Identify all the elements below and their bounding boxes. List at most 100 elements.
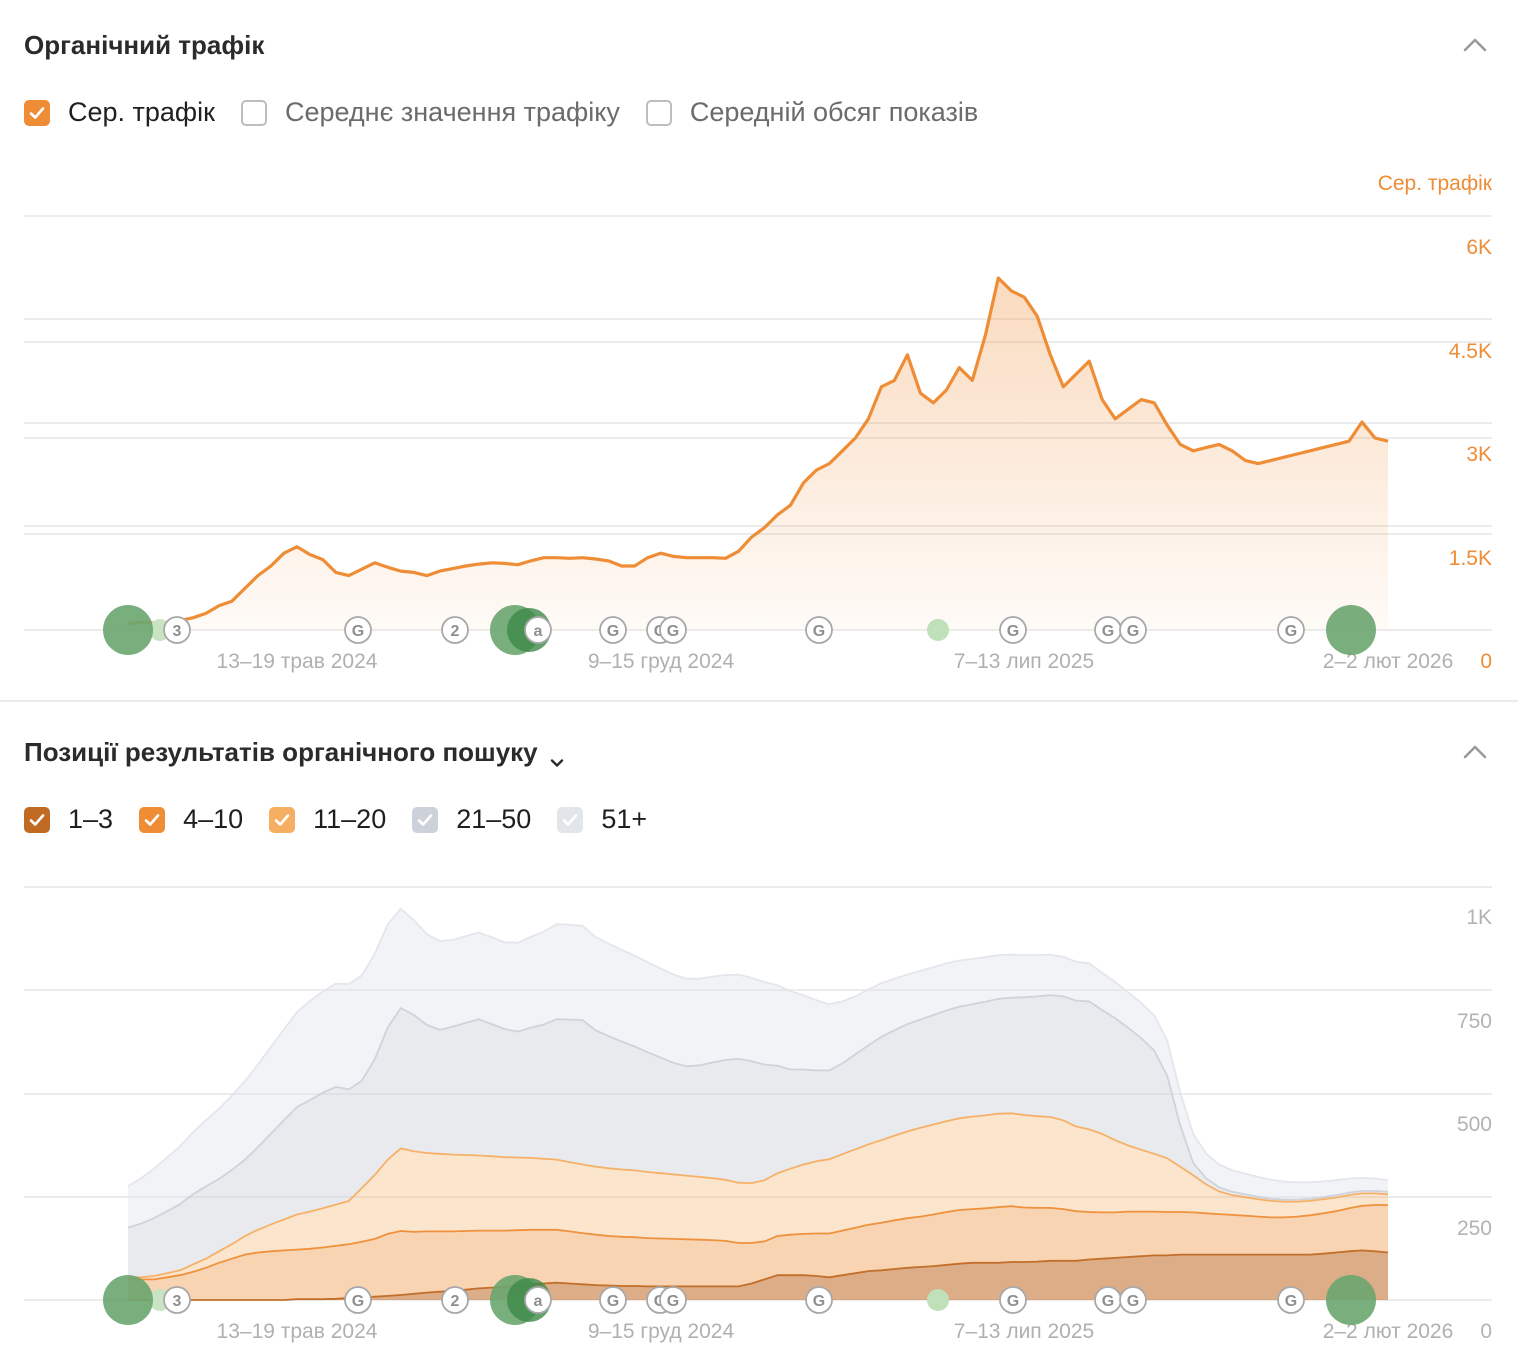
marker-label: G [667, 1293, 679, 1310]
x-tick-label: 7–13 лип 2025 [954, 650, 1094, 673]
x-tick-label: 2–2 лют 2026 [1323, 650, 1454, 673]
toggle-pos-4-10[interactable]: 4–10 [139, 804, 243, 835]
x-tick-label: 9–15 груд 2024 [588, 650, 735, 673]
annotation-cluster-icon[interactable] [103, 1275, 153, 1325]
annotation-marker-icon[interactable]: a [524, 616, 552, 644]
annotation-marker-icon[interactable]: 3 [163, 1286, 191, 1314]
toggle-pos-21-50[interactable]: 21–50 [412, 804, 531, 835]
traffic-chart: 0 1.5K 3K 4.5K 6K Сер. трафік 13–19 трав 2024 9… [24, 172, 1493, 673]
marker-label: 3 [173, 623, 182, 640]
positions-line-4–10 [128, 1204, 1388, 1281]
checkbox-checked-icon[interactable] [24, 806, 50, 833]
marker-label: G [1285, 623, 1297, 640]
toggle-pos-1-3[interactable]: 1–3 [24, 804, 113, 835]
marker-label: G [1102, 1293, 1114, 1310]
marker-label: G [813, 623, 825, 640]
x-tick-label: 7–13 лип 2025 [954, 1320, 1094, 1343]
toggle-label: 1–3 [68, 804, 114, 834]
marker-circle [1277, 616, 1305, 644]
toggle-pos-51-plus[interactable]: 51+ [557, 804, 647, 835]
marker-label: a [534, 623, 543, 640]
annotation-marker-icon[interactable]: G [805, 616, 833, 644]
marker-label: G [1127, 1293, 1139, 1310]
traffic-collapse-button[interactable] [1460, 30, 1490, 60]
positions-collapse-button[interactable] [1460, 737, 1490, 767]
annotation-marker-icon[interactable]: G [1119, 1286, 1147, 1314]
checkbox-checked-icon[interactable] [269, 806, 296, 833]
annotation-marker-icon[interactable]: G [659, 1286, 687, 1314]
annotation-marker-icon[interactable]: G [599, 616, 627, 644]
checkbox-checked-icon[interactable] [412, 806, 439, 833]
checkbox-unchecked-icon[interactable] [645, 99, 672, 126]
y-tick-label: 6K [1466, 236, 1492, 259]
marker-label: G [1007, 623, 1019, 640]
annotation-marker-icon[interactable]: G [1094, 616, 1122, 644]
traffic-area [128, 278, 1388, 630]
marker-circle [1119, 616, 1147, 644]
annotation-marker-icon[interactable]: G [999, 1286, 1027, 1314]
checkbox-checked-icon[interactable] [557, 806, 584, 833]
toggle-avg-traffic[interactable]: Сер. трафік [24, 97, 215, 128]
annotation-marker-icon[interactable]: G [1119, 616, 1147, 644]
marker-circle [999, 616, 1027, 644]
toggle-label: 51+ [601, 804, 648, 834]
annotation-marker-icon[interactable]: G [805, 1286, 833, 1314]
annotation-dot[interactable] [927, 619, 949, 641]
annotation-marker-icon[interactable]: a [524, 1286, 552, 1314]
y-tick-label: 1K [1466, 906, 1492, 929]
positions-area-4–10 [128, 1205, 1388, 1300]
annotation-markers: 3G2aGGGGGGGG [103, 1275, 1376, 1325]
marker-circle [599, 616, 627, 644]
annotation-marker-icon[interactable]: 3 [163, 616, 191, 644]
traffic-toggles: Сер. трафік Середнє значення трафіку Сер… [24, 97, 1004, 128]
annotation-marker-icon[interactable]: G [599, 1286, 627, 1314]
annotation-marker-icon[interactable]: G [1277, 616, 1305, 644]
marker-label: G [1285, 1293, 1297, 1310]
annotation-marker-icon[interactable]: G [1094, 1286, 1122, 1314]
marker-label: G [1127, 623, 1139, 640]
annotation-marker-icon[interactable]: G [344, 1286, 372, 1314]
annotation-cluster-icon[interactable] [1326, 1275, 1376, 1325]
chevron-up-icon [1463, 38, 1487, 52]
x-axis: 13–19 трав 2024 9–15 груд 2024 7–13 лип 20… [217, 1320, 1454, 1343]
toggle-label: Сер. трафік [68, 97, 215, 127]
chevron-down-icon[interactable] [550, 746, 564, 767]
positions-area-1–3 [128, 1250, 1388, 1300]
y-tick-label: 0 [1480, 1320, 1492, 1343]
marker-circle [163, 616, 191, 644]
positions-section-title: Позиції результатів органічного пошуку [24, 737, 538, 767]
marker-label: G [352, 1293, 364, 1310]
toggle-label: 11–20 [313, 804, 387, 834]
marker-label: G [667, 623, 679, 640]
annotation-marker-icon[interactable]: G [659, 616, 687, 644]
toggle-label: 4–10 [183, 804, 244, 834]
section-divider [0, 700, 1518, 702]
y-tick-label: 4.5K [1449, 340, 1492, 363]
annotation-cluster-icon[interactable] [103, 605, 153, 655]
toggle-traffic-value[interactable]: Середнє значення трафіку [240, 97, 620, 128]
annotation-marker-icon[interactable]: 2 [441, 1286, 469, 1314]
annotation-marker-icon[interactable]: G [999, 616, 1027, 644]
x-tick-label: 13–19 трав 2024 [217, 650, 378, 673]
annotation-cluster-icon[interactable] [1326, 605, 1376, 655]
marker-circle [659, 1286, 687, 1314]
annotation-marker-icon[interactable]: G [1277, 1286, 1305, 1314]
checkbox-unchecked-icon[interactable] [240, 99, 267, 126]
checkbox-checked-icon[interactable] [24, 99, 50, 126]
y-tick-label: 1.5K [1449, 547, 1492, 570]
positions-section-header: Позиції результатів органічного пошуку [24, 737, 564, 768]
positions-line-51+ [127, 907, 1389, 1188]
chevron-up-icon [1463, 745, 1487, 759]
checkbox-checked-icon[interactable] [139, 806, 166, 833]
y-tick-label: 3K [1466, 443, 1492, 466]
annotation-dot[interactable] [927, 1289, 949, 1311]
toggle-impressions[interactable]: Середній обсяг показів [645, 97, 978, 128]
marker-label: G [1007, 1293, 1019, 1310]
annotation-marker-icon[interactable]: 2 [441, 616, 469, 644]
annotation-marker-icon[interactable]: G [344, 616, 372, 644]
toggle-pos-11-20[interactable]: 11–20 [269, 804, 386, 835]
positions-line-1–3 [128, 1249, 1389, 1301]
annotation-markers: 3G2aGGGGGGGG [103, 605, 1376, 655]
positions-chart: 0 250 500 750 1K 13–19 трав 2024 9–15 груд 202… [24, 886, 1492, 1343]
positions-area-51+ [128, 908, 1388, 1228]
